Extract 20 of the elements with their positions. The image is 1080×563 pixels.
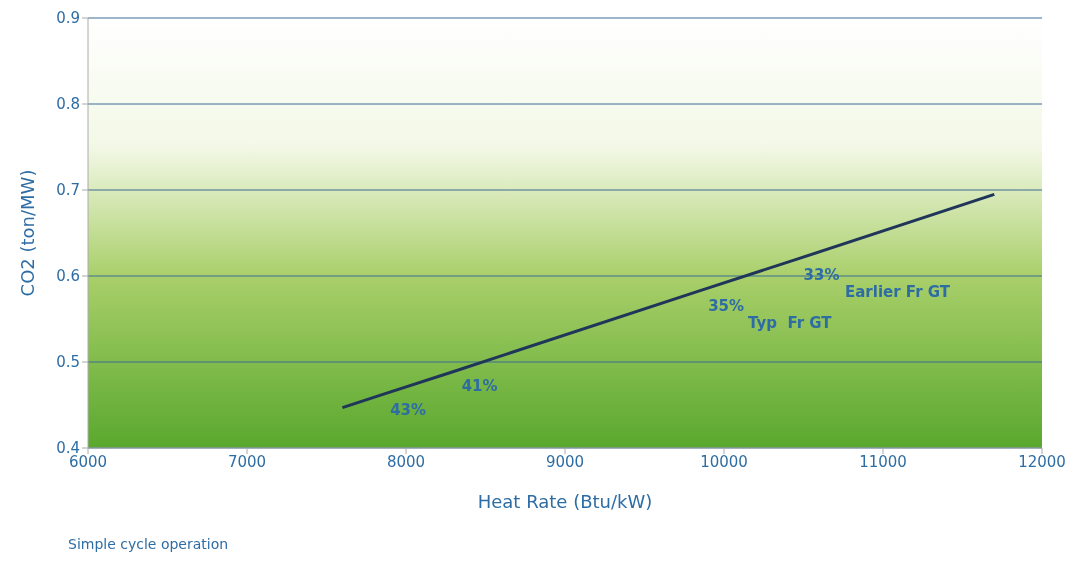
annotation: 35% <box>708 296 745 315</box>
annotation: 43% <box>390 400 427 419</box>
annotation: 33% <box>803 265 840 284</box>
y-tick-label: 0.9 <box>56 9 80 28</box>
x-tick-label: 7000 <box>227 452 267 471</box>
y-tick-label: 0.6 <box>56 267 80 286</box>
x-tick-label: 11000 <box>859 452 907 471</box>
y-axis-title: CO2 (ton/MW) <box>17 169 39 297</box>
x-tick-label: 10000 <box>700 452 748 471</box>
x-tick-label: 9000 <box>545 452 585 471</box>
x-tick-label: 12000 <box>1018 452 1066 471</box>
annotation: Earlier Fr GT <box>845 283 951 301</box>
text: Simple cycle operation <box>68 536 229 552</box>
annotation: 41% <box>461 377 498 396</box>
y-tick-label: 0.5 <box>56 353 80 372</box>
y-tick-label: 0.8 <box>56 95 80 114</box>
x-tick-label: 8000 <box>386 452 426 471</box>
y-tick-label: 0.7 <box>56 181 80 200</box>
x-axis-title: Heat Rate (Btu/kW) <box>477 491 653 512</box>
annotation: Typ Fr GT <box>748 314 832 332</box>
